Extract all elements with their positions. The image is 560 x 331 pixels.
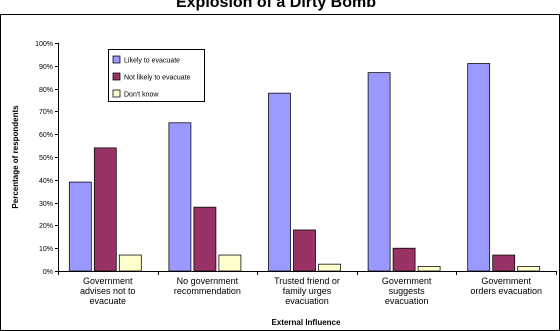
x-category-label: No government recommendation	[174, 276, 241, 296]
bar-don-t-know-4	[517, 266, 541, 272]
y-tick-label: 30%	[39, 201, 53, 208]
bar-not-likely-to-evacuate-0	[93, 147, 117, 272]
legend-swatch	[112, 89, 121, 98]
bar-not-likely-to-evacuate-4	[492, 254, 516, 272]
legend-label: Don't know	[124, 92, 159, 99]
legend-label: Likely to evacuate	[124, 58, 180, 65]
chart-title-group: Explosion of a Dirty Bomb	[176, 0, 376, 11]
y-tick-label: 70%	[39, 109, 53, 116]
legend-swatch	[112, 55, 121, 64]
x-category-label-line: Government	[481, 276, 531, 286]
bar-don-t-know-3	[417, 266, 441, 272]
x-category-label-line: Government	[382, 276, 432, 286]
y-tick-label: 0%	[43, 269, 53, 276]
legend: Likely to evacuate Not likely to evacuate…	[108, 49, 205, 102]
x-axis-ticks	[58, 271, 557, 275]
bar-likely-to-evacuate-0	[68, 181, 92, 272]
y-tick-label: 90%	[39, 64, 53, 71]
bar-not-likely-to-evacuate-3	[392, 247, 416, 272]
y-tick-label: 50%	[39, 155, 53, 162]
y-tick-label: 100%	[35, 41, 53, 48]
x-category-label-line: evacuation	[285, 296, 329, 306]
x-category-label-line: family urges	[283, 286, 332, 296]
x-category-label-line: orders evacuation	[470, 286, 542, 296]
x-category-label-line: No government	[177, 276, 239, 286]
legend-label: Not likely to evacuate	[124, 75, 191, 82]
x-category-label-line: Government	[83, 276, 133, 286]
x-category-label-line: advises not to	[80, 286, 136, 296]
bar-don-t-know-2	[318, 263, 341, 272]
bar-likely-to-evacuate-2	[268, 92, 291, 272]
legend-frame	[108, 49, 205, 102]
bars-group	[68, 63, 541, 272]
bar-don-t-know-1	[218, 254, 242, 272]
legend-swatch	[112, 72, 121, 81]
x-category-label-line: Trusted friend or	[274, 276, 340, 286]
x-category-label-line: evacuate	[90, 296, 127, 306]
y-axis-title: Percentage of respondents	[11, 105, 20, 209]
y-axis-ticks: 0% 10% 20% 30% 40% 50% 60% 70% 80% 90% 100%	[35, 41, 58, 276]
bar-likely-to-evacuate-1	[168, 122, 192, 272]
bar-likely-to-evacuate-3	[367, 72, 391, 272]
x-category-label-line: evacuation	[385, 296, 429, 306]
y-tick-label: 80%	[39, 87, 53, 94]
x-category-label: Government orders evacuation	[470, 276, 542, 296]
x-category-label-line: recommendation	[174, 286, 241, 296]
x-category-label-line: suggests	[389, 286, 426, 296]
x-category-label: Government advises not to evacuate	[80, 276, 136, 306]
y-tick-label: 20%	[39, 223, 53, 230]
x-axis-title: External Influence	[272, 318, 341, 327]
bar-not-likely-to-evacuate-1	[193, 206, 217, 272]
x-category-label: Trusted friend or family urges evacuation	[274, 276, 340, 306]
bar-likely-to-evacuate-4	[467, 63, 491, 272]
y-tick-label: 60%	[39, 132, 53, 139]
chart-title: Explosion of a Dirty Bomb	[176, 0, 376, 11]
bar-don-t-know-0	[118, 254, 142, 272]
bar-not-likely-to-evacuate-2	[293, 229, 316, 272]
y-tick-label: 10%	[39, 246, 53, 253]
y-tick-label: 40%	[39, 178, 53, 185]
x-category-label: Government suggests evacuation	[382, 276, 432, 306]
